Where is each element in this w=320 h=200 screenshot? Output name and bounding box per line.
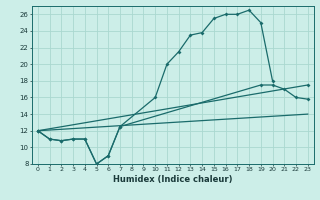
- X-axis label: Humidex (Indice chaleur): Humidex (Indice chaleur): [113, 175, 233, 184]
